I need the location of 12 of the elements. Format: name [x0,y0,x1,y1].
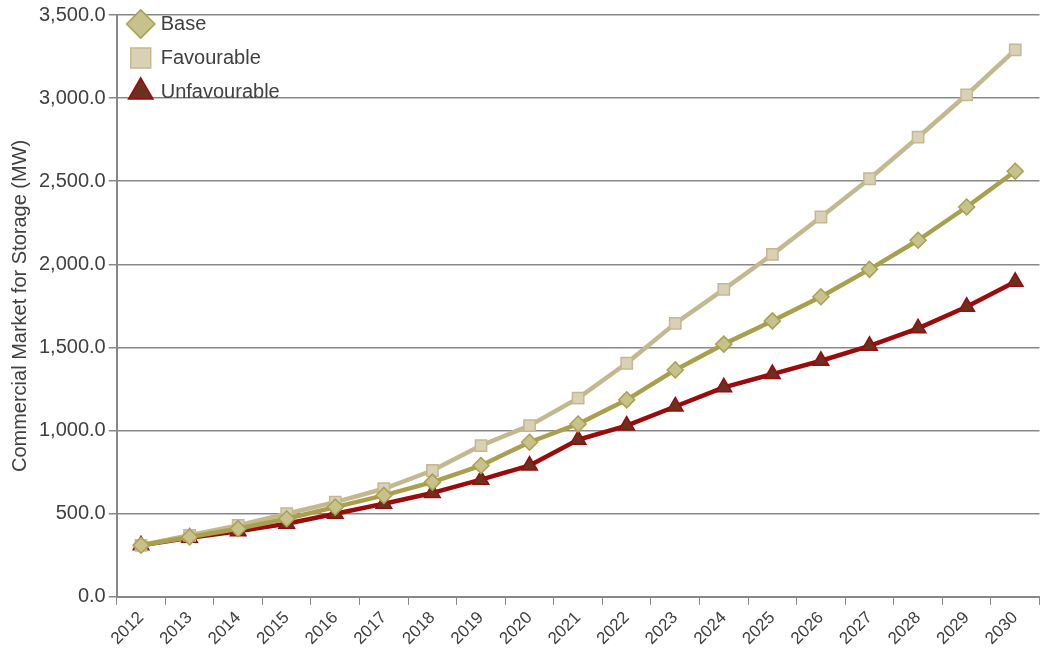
y-axis-title: Commercial Market for Storage (MW) [7,139,30,473]
y-tick-label: 0.0 [77,584,106,607]
legend-label: Favourable [160,45,261,68]
legend-label: Unfavourable [160,79,280,102]
y-tick-label: 3,500.0 [38,2,106,25]
y-tick-label: 1,500.0 [38,334,106,357]
y-tick-label: 2,000.0 [38,251,106,274]
legend-label: Base [160,11,207,34]
y-tick-label: 1,000.0 [38,418,106,441]
y-tick-label: 3,000.0 [38,85,106,108]
y-tick-label: 2,500.0 [38,168,106,191]
y-tick-label: 500.0 [55,501,106,524]
